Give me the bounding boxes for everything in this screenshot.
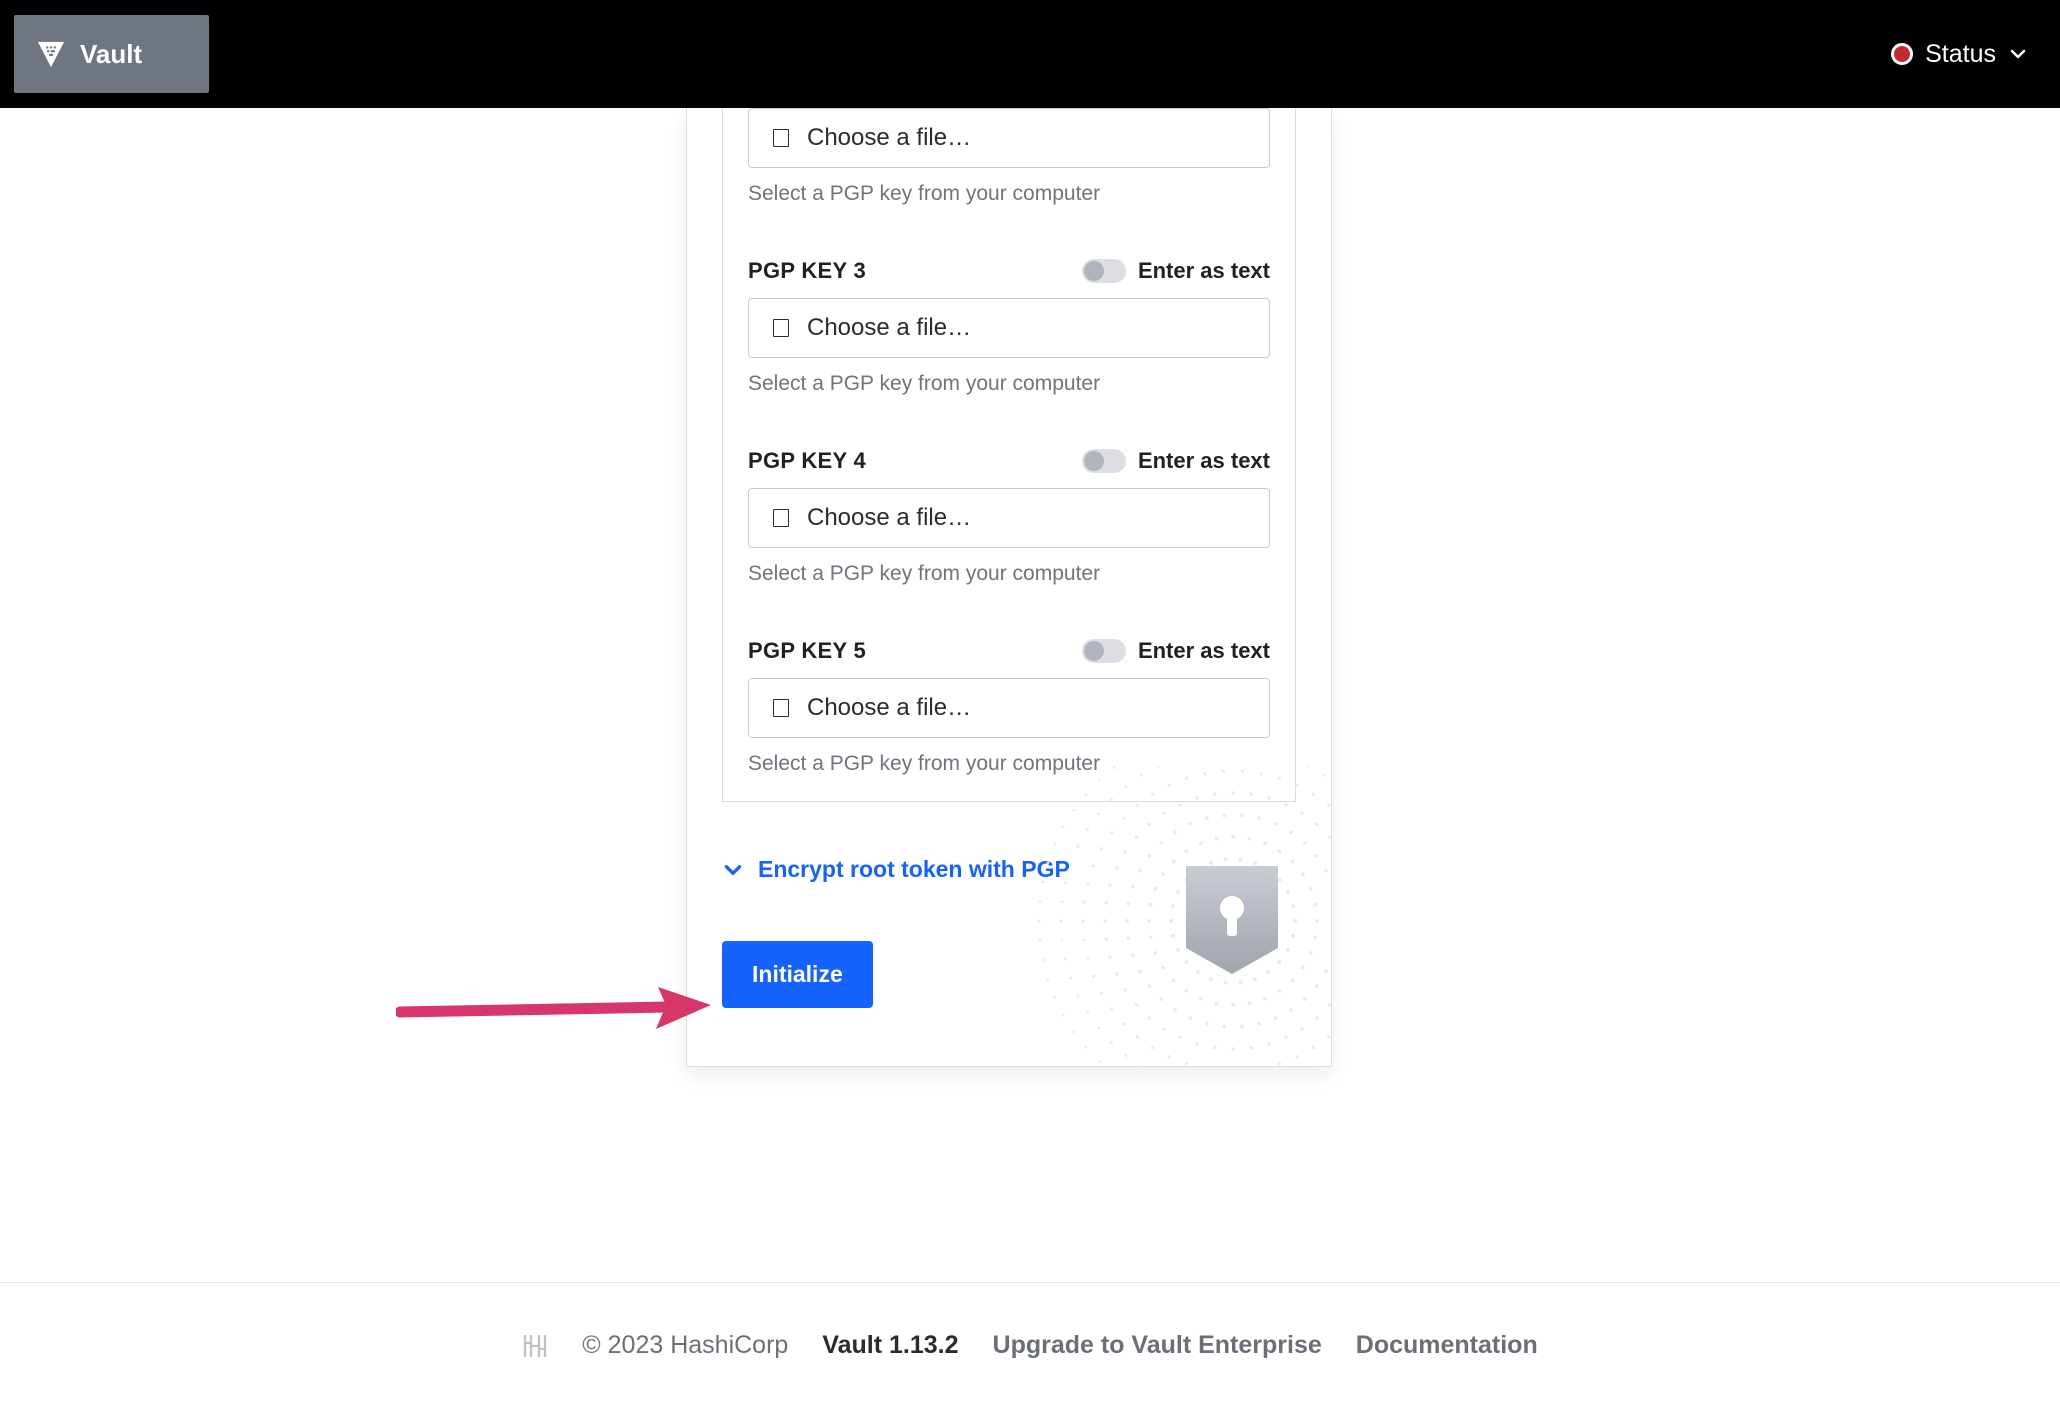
chevron-down-icon [2008,44,2028,64]
brand-pill[interactable]: Vault [14,15,209,93]
encrypt-root-token-label: Encrypt root token with PGP [758,856,1070,883]
status-label: Status [1925,40,1996,69]
documentation-link[interactable]: Documentation [1356,1331,1538,1360]
init-button-row: Initialize [687,893,1331,1058]
enter-as-text-toggle[interactable] [1082,259,1126,283]
enter-as-text-toggle-wrap: Enter as text [1082,638,1270,664]
pgp-hint-text: Select a PGP key from your computer [748,372,1270,396]
choose-file-button[interactable]: Choose a file… [748,488,1270,548]
pgp-key-group: Choose a file… Select a PGP key from your… [748,108,1270,206]
pgp-key-label: PGP KEY 5 [748,638,866,664]
pgp-hint-text: Select a PGP key from your computer [748,562,1270,586]
enter-as-text-toggle-wrap: Enter as text [1082,448,1270,474]
choose-file-label: Choose a file… [807,504,971,532]
pgp-key-group: PGP KEY 4 Enter as text Choose a file… Sele… [748,448,1270,586]
pgp-hint-text: Select a PGP key from your computer [748,182,1270,206]
file-icon [773,509,789,527]
pgp-key-group: PGP KEY 3 Enter as text Choose a file… Sele… [748,258,1270,396]
chevron-down-icon [722,859,744,881]
status-menu[interactable]: Status [1891,40,2028,69]
app-footer: © 2023 HashiCorp Vault 1.13.2 Upgrade to… [0,1282,2060,1360]
brand-name: Vault [80,39,142,70]
pgp-key-header: PGP KEY 5 Enter as text [748,638,1270,664]
enter-as-text-label: Enter as text [1138,258,1270,284]
enter-as-text-toggle-wrap: Enter as text [1082,258,1270,284]
choose-file-button[interactable]: Choose a file… [748,678,1270,738]
pgp-key-header: PGP KEY 3 Enter as text [748,258,1270,284]
choose-file-button[interactable]: Choose a file… [748,108,1270,168]
enter-as-text-label: Enter as text [1138,448,1270,474]
pgp-keys-box: Choose a file… Select a PGP key from your… [722,108,1296,802]
file-icon [773,129,789,147]
initialize-button[interactable]: Initialize [722,941,873,1008]
status-indicator-icon [1891,43,1913,65]
pgp-key-label: PGP KEY 3 [748,258,866,284]
file-icon [773,699,789,717]
file-icon [773,319,789,337]
init-card: Choose a file… Select a PGP key from your… [686,108,1332,1067]
enter-as-text-label: Enter as text [1138,638,1270,664]
choose-file-label: Choose a file… [807,314,971,342]
choose-file-button[interactable]: Choose a file… [748,298,1270,358]
upgrade-link[interactable]: Upgrade to Vault Enterprise [993,1331,1322,1360]
copyright-text: © 2023 HashiCorp [582,1331,788,1360]
pgp-key-header: PGP KEY 4 Enter as text [748,448,1270,474]
app-header: Vault Status [0,0,2060,108]
main-card-area: Choose a file… Select a PGP key from your… [686,108,1332,1067]
hashicorp-logo-icon [522,1333,548,1359]
pgp-key-group: PGP KEY 5 Enter as text Choose a file… Sele… [748,638,1270,776]
choose-file-label: Choose a file… [807,124,971,152]
vault-logo-icon [36,39,66,69]
choose-file-label: Choose a file… [807,694,971,722]
pgp-key-label: PGP KEY 4 [748,448,866,474]
encrypt-root-token-toggle[interactable]: Encrypt root token with PGP [687,832,1331,893]
annotation-arrow-icon [396,985,711,1039]
enter-as-text-toggle[interactable] [1082,449,1126,473]
pgp-hint-text: Select a PGP key from your computer [748,752,1270,776]
version-text: Vault 1.13.2 [822,1331,958,1360]
enter-as-text-toggle[interactable] [1082,639,1126,663]
